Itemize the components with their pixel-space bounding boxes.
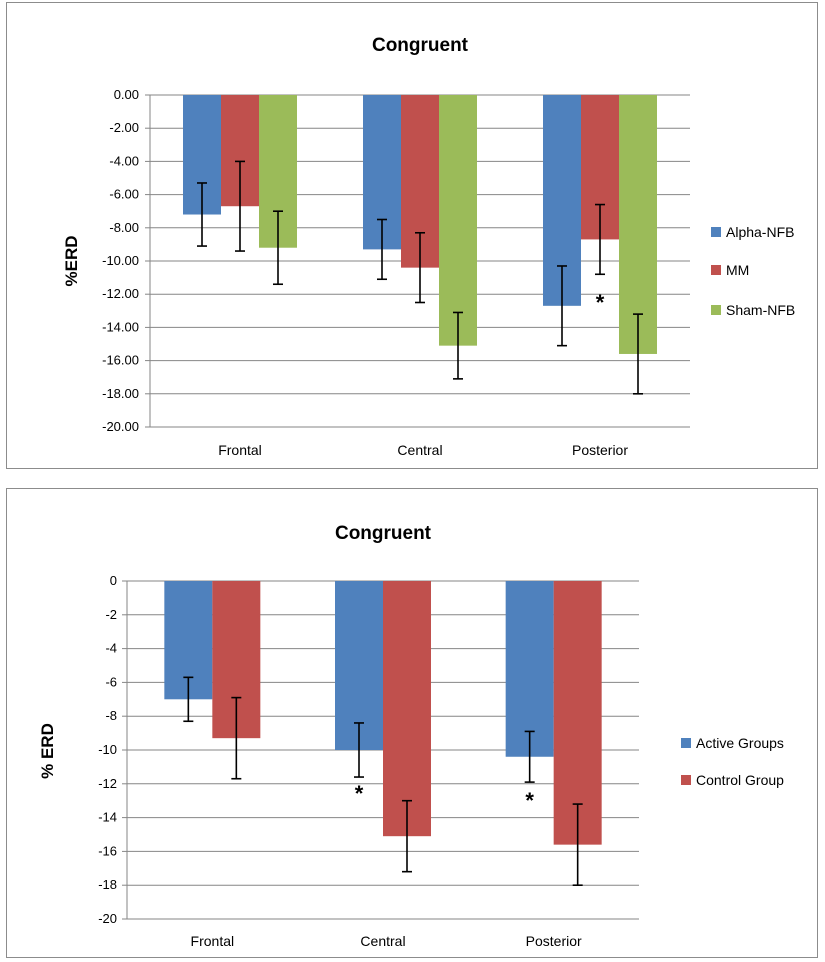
legend-label: Active Groups [696,735,784,751]
x-category-label: Central [397,442,442,458]
significance-marker: * [355,781,364,806]
legend-swatch [711,227,721,237]
y-tick-label: -10 [98,742,117,757]
y-tick-label: -4.00 [109,153,139,168]
y-tick-label: -14 [98,810,117,825]
x-category-label: Posterior [572,442,628,458]
y-tick-label: -8.00 [109,220,139,235]
y-tick-label: -18 [98,877,117,892]
bar-sham-nfb-posterior [619,95,657,354]
chart-panel-2: Congruent 0 -2 -4 -6 -8 -10 -12 -14 -16 -18 -20 % ER… [6,488,818,958]
y-tick-label: -20 [98,911,117,926]
legend-swatch [711,305,721,315]
bar-control-group-posterior [553,581,602,845]
y-tick-label: -6.00 [109,187,139,202]
legend-swatch [681,775,691,785]
y-axis-label: %ERD [62,235,81,286]
chart-title: Congruent [335,523,432,544]
bar-control-group-central [383,581,431,837]
x-category-label: Frontal [218,442,262,458]
significance-marker: * [596,290,605,315]
y-axis-label: % ERD [38,723,57,779]
x-category-label: Central [360,933,405,949]
legend-label: MM [726,262,749,278]
significance-marker: * [525,788,534,813]
x-category-label: Frontal [191,933,235,949]
legend-swatch [681,738,691,748]
y-tick-label: -2.00 [109,120,139,135]
y-tick-label: -6 [105,674,117,689]
y-tick-label: -12 [98,776,117,791]
legend-label: Control Group [696,772,784,788]
legend-label: Alpha-NFB [726,224,794,240]
y-tick-label: -18.00 [102,386,139,401]
y-tick-label: -14.00 [102,319,139,334]
y-tick-label: 0.00 [114,87,139,102]
y-tick-label: -4 [105,641,117,656]
bar-active-groups-posterior [505,581,554,757]
legend-label: Sham-NFB [726,302,795,318]
legend-swatch [711,265,721,275]
y-tick-label: -8 [105,708,117,723]
y-tick-label: -16.00 [102,353,139,368]
y-tick-label: 0 [110,573,117,588]
chart-title: Congruent [372,35,469,56]
chart-1-svg: Congruent 0.00 -2.00 -4.00 -6.00 -8.00 -10.00 -… [62,35,795,458]
y-tick-label: -12.00 [102,286,139,301]
y-tick-label: -20.00 [102,419,139,434]
y-tick-label: -10.00 [102,253,139,268]
bar-active-groups-central [335,581,383,750]
y-tick-label: -16 [98,843,117,858]
y-tick-label: -2 [105,607,117,622]
x-category-label: Posterior [526,933,582,949]
bar-sham-nfb-central [439,95,477,346]
chart-2-svg: Congruent 0 -2 -4 -6 -8 -10 -12 -14 -16 -18 -20 % ER… [38,523,784,949]
chart-panel-1: Congruent 0.00 -2.00 -4.00 -6.00 -8.00 -10.00 -… [6,2,818,469]
